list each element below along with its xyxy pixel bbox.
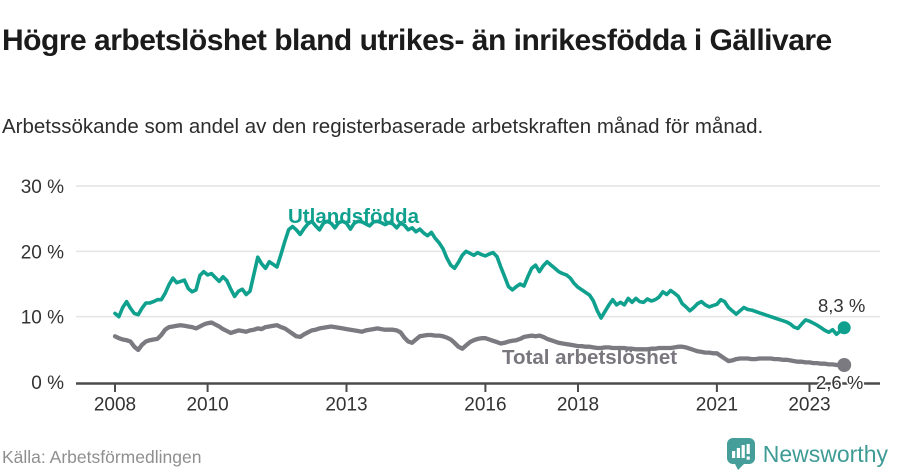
y-axis-tick-label: 0 % [31, 373, 64, 394]
x-axis-tick-label: 2018 [557, 395, 599, 416]
brand-name: Newsworthy [762, 440, 888, 467]
chart-generated-layer: 0 % 10 % 20 % 30 % 2008 2010 2013 2016 2018 2021 2… [21, 177, 880, 416]
y-axis-tick-label: 30 % [21, 177, 64, 198]
x-axis-tick-label: 2023 [788, 395, 830, 416]
end-value-label-total: 2,6 % [816, 372, 863, 393]
data-line-utlandsfodda [113, 219, 846, 337]
page-title: Högre arbetslöshet bland utrikes- än inr… [2, 24, 832, 58]
x-axis-tick-label: 2010 [186, 395, 228, 416]
newsworthy-speech-bubble-chart-icon [726, 438, 755, 470]
x-axis-tick-label: 2021 [696, 395, 738, 416]
newsworthy-logo[interactable]: Newsworthy [726, 437, 888, 471]
source-note: Källa: Arbetsförmedlingen [2, 447, 202, 467]
end-dot-total-arbetsloshet [837, 358, 852, 372]
y-axis-tick-label: 10 % [21, 308, 64, 329]
chart-subtitle: Arbetssökande som andel av den registerb… [2, 114, 764, 138]
data-line-total-arbetsloshet [112, 320, 847, 368]
end-dot-utlandsfodda [837, 321, 851, 335]
series-label-utlandsfodda: Utlandsfödda [288, 205, 420, 228]
x-axis-tick-label: 2013 [325, 395, 367, 416]
x-axis-tick-label: 2016 [464, 395, 506, 416]
y-axis-tick-label: 20 % [21, 242, 64, 263]
series-label-total-arbetsloshet: Total arbetslöshet [502, 346, 677, 369]
x-axis-tick-label: 2008 [94, 395, 136, 416]
end-value-label-utlandsfodda: 8,3 % [818, 295, 865, 316]
